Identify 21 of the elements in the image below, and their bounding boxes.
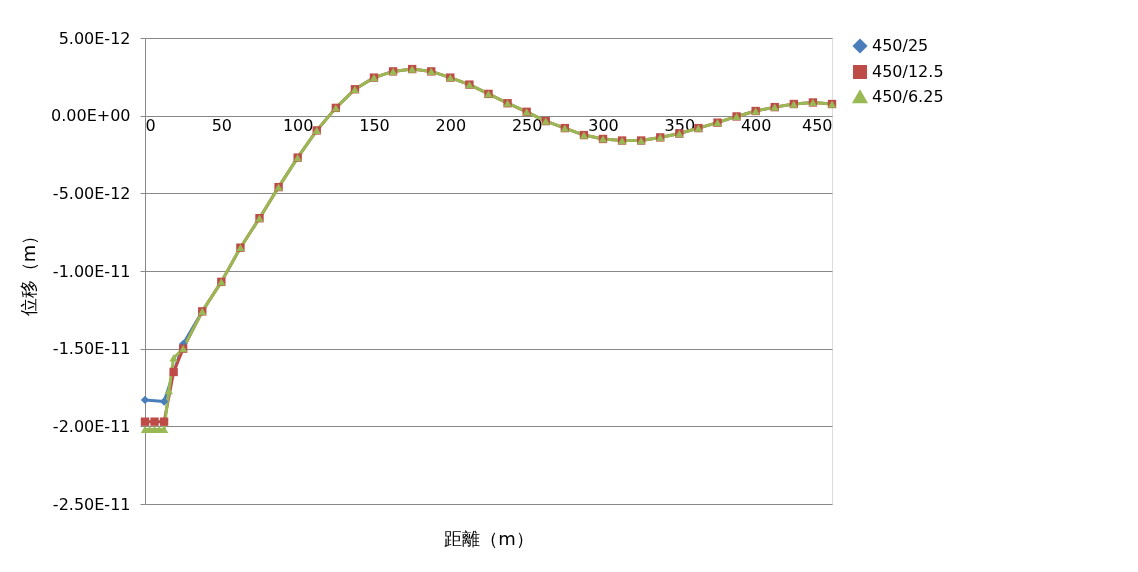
x-tick-label: 300 <box>588 116 619 136</box>
legend-label: 450/25 <box>872 36 929 55</box>
x-tick-label: 400 <box>740 116 772 136</box>
x-tick-label: 50 <box>211 116 233 136</box>
legend-label: 450/12.5 <box>872 62 944 81</box>
y-tick-label: -5.00E-12 <box>52 183 131 203</box>
y-tick-label: -2.50E-11 <box>52 494 131 514</box>
x-axis-title: 距離（m） <box>444 527 534 549</box>
legend-label: 450/6.25 <box>872 87 944 106</box>
y-tick-label: 5.00E-12 <box>58 28 131 48</box>
y-tick-label: -2.00E-11 <box>52 416 131 436</box>
x-tick-label: 100 <box>282 116 314 136</box>
y-tick-label: -1.50E-11 <box>52 339 131 359</box>
x-tick-label: 150 <box>359 116 390 136</box>
y-tick-label: 0.00E+00 <box>51 106 131 126</box>
x-tick-label: 250 <box>511 116 543 136</box>
x-tick-label: 200 <box>435 116 467 136</box>
y-axis-title: 位移（m） <box>18 226 39 317</box>
y-tick-label: -1.00E-11 <box>52 261 131 281</box>
x-tick-label: 0 <box>145 116 156 136</box>
x-tick-label: 450 <box>801 116 833 136</box>
